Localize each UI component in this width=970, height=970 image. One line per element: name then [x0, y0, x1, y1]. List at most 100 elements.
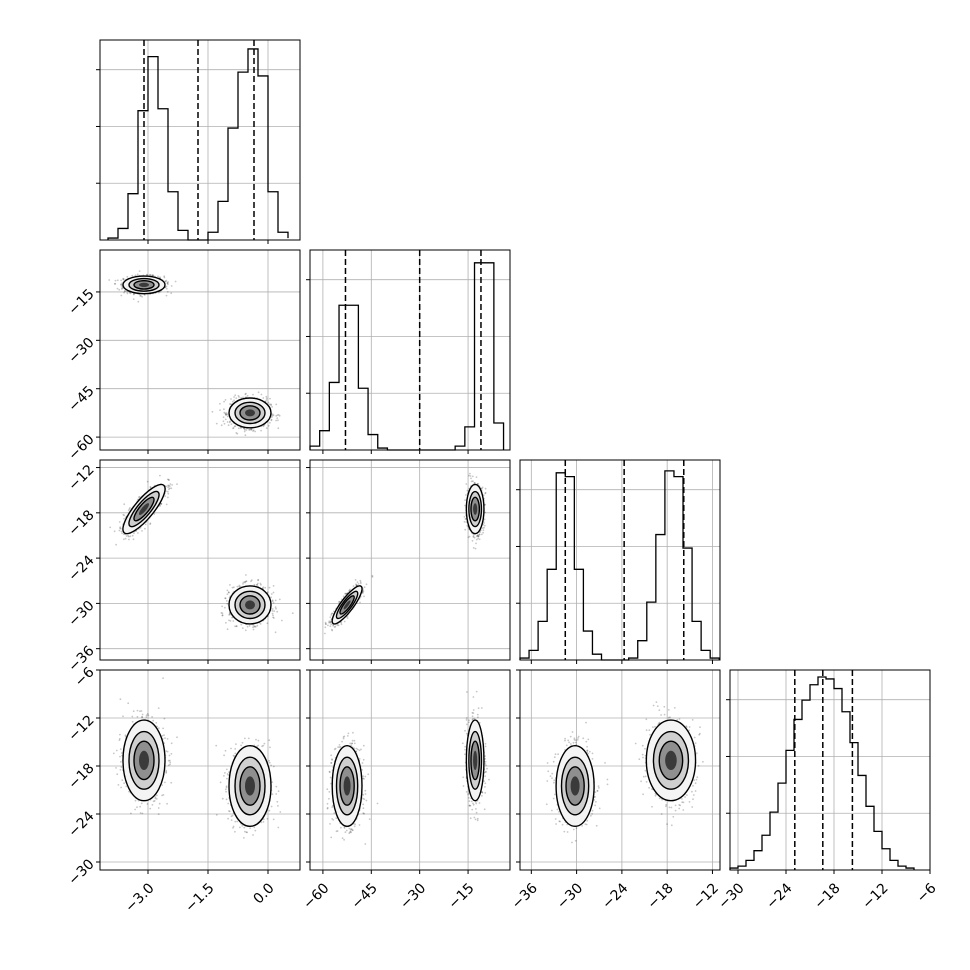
sample-point: [252, 628, 255, 631]
sample-point: [122, 278, 125, 280]
sample-point: [272, 602, 275, 604]
sample-point: [141, 713, 144, 716]
sample-point: [129, 535, 132, 538]
sample-point: [228, 619, 230, 622]
sample-point: [329, 621, 332, 623]
sample-point: [472, 802, 474, 805]
sample-point: [477, 537, 479, 540]
sample-point: [274, 631, 277, 634]
sample-point: [470, 480, 473, 483]
sample-point: [134, 274, 137, 277]
sample-point: [275, 415, 278, 417]
sample-point: [146, 273, 149, 276]
sample-point: [253, 583, 256, 586]
sample-point: [228, 421, 231, 424]
sample-point: [151, 804, 154, 806]
sample-point: [355, 747, 358, 750]
sample-point: [346, 617, 349, 619]
sample-point: [481, 527, 484, 529]
sample-point: [141, 716, 144, 719]
sample-point: [167, 764, 170, 767]
sample-point: [138, 270, 141, 272]
sample-point: [119, 768, 122, 771]
sample-point: [488, 778, 490, 781]
sample-point: [333, 748, 336, 751]
sample-point: [136, 806, 138, 809]
sample-point: [376, 802, 379, 805]
sample-point: [484, 782, 487, 785]
sample-point: [157, 291, 160, 294]
sample-point: [265, 399, 268, 401]
sample-point: [242, 396, 244, 399]
sample-point: [234, 830, 236, 833]
sample-point: [268, 759, 270, 762]
sample-point: [165, 772, 168, 774]
sample-point: [163, 275, 166, 278]
sample-point: [362, 590, 365, 593]
sample-point: [471, 808, 474, 811]
sample-point: [472, 712, 475, 714]
sample-point: [465, 717, 468, 719]
sample-point: [120, 288, 123, 290]
sample-point: [260, 393, 263, 396]
sample-point: [141, 812, 144, 815]
sample-point: [228, 810, 231, 813]
sample-point: [464, 745, 467, 748]
sample-point: [223, 411, 226, 414]
sample-point: [163, 734, 165, 737]
sample-point: [363, 595, 365, 598]
sample-point: [116, 773, 119, 776]
sample-point: [238, 427, 240, 430]
sample-point: [484, 745, 487, 748]
sample-point: [236, 432, 239, 435]
sample-point: [273, 610, 276, 612]
sample-point: [125, 785, 128, 788]
sample-point: [232, 825, 235, 828]
sample-point: [226, 628, 229, 631]
sample-point: [340, 621, 343, 624]
sample-point: [350, 831, 352, 834]
sample-point: [362, 777, 365, 780]
sample-point: [225, 768, 228, 771]
sample-point: [165, 769, 168, 772]
sample-point: [475, 476, 478, 478]
sample-point: [343, 620, 346, 623]
sample-point: [268, 586, 271, 589]
sample-point: [126, 275, 129, 278]
sample-point: [357, 748, 359, 751]
sample-point: [120, 527, 122, 530]
sample-point: [225, 785, 228, 788]
sample-point: [353, 739, 356, 742]
sample-point: [229, 403, 231, 405]
sample-point: [154, 796, 157, 799]
sample-point: [271, 608, 274, 610]
sample-point: [157, 727, 160, 729]
sample-point: [140, 294, 142, 297]
sample-point: [330, 612, 333, 615]
sample-point: [331, 612, 334, 615]
sample-point: [351, 739, 354, 742]
sample-point: [484, 492, 487, 495]
sample-point: [244, 737, 246, 740]
sample-point: [149, 486, 152, 489]
sample-point: [272, 616, 274, 619]
sample-point: [131, 720, 134, 723]
sample-point: [157, 813, 160, 815]
sample-point: [246, 394, 249, 397]
sample-point: [355, 584, 358, 586]
sample-point: [259, 582, 262, 585]
sample-point: [154, 797, 157, 800]
sample-point: [222, 416, 225, 419]
sample-point: [340, 623, 343, 626]
sample-point: [113, 530, 116, 533]
sample-point: [463, 520, 466, 523]
sample-point: [233, 396, 236, 398]
sample-point: [233, 399, 236, 402]
sample-point: [247, 737, 250, 740]
sample-point: [119, 526, 122, 528]
sample-point: [484, 771, 487, 773]
sample-point: [157, 275, 159, 278]
sample-point: [138, 496, 140, 499]
sample-point: [234, 748, 237, 750]
sample-point: [146, 480, 149, 483]
